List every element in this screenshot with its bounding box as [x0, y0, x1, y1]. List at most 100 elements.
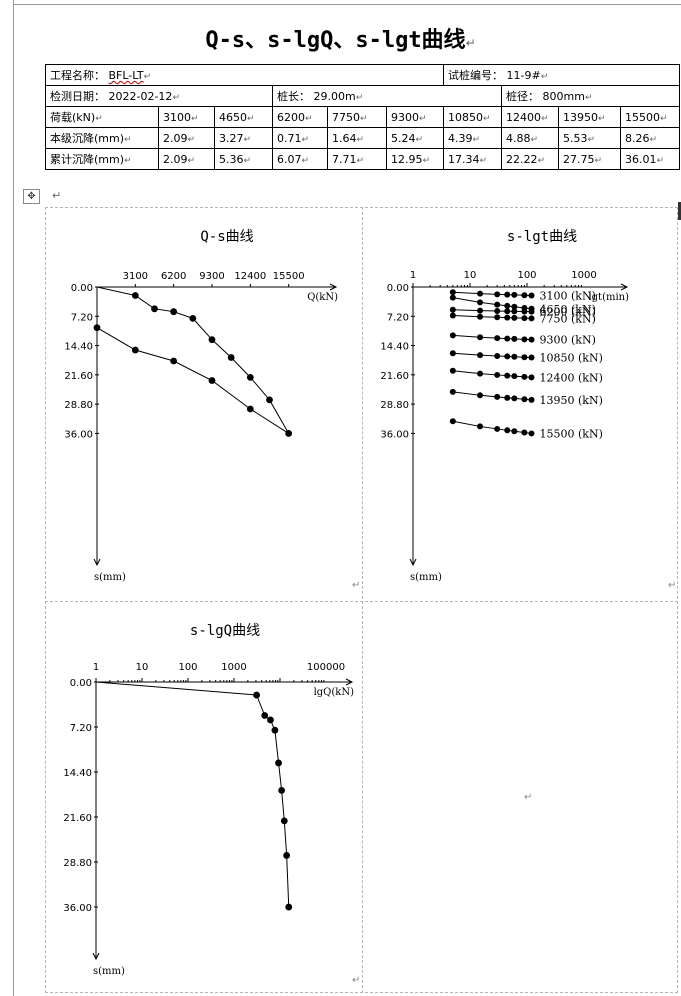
- loading-point: [208, 336, 216, 344]
- settlement-time-point: [521, 354, 528, 361]
- settlement-time-point: [511, 373, 518, 380]
- step-cell: 1.64↵: [327, 127, 387, 149]
- load-cell: 15500↵: [620, 106, 680, 128]
- series-label: 4650 (kN): [540, 303, 596, 316]
- settlement-time-point: [494, 393, 501, 400]
- series-label: 13950 (kN): [540, 394, 603, 407]
- settlement-time-point: [511, 291, 518, 298]
- settlement-time-point: [528, 430, 535, 437]
- s-lgq-point: [253, 691, 261, 699]
- settlement-time-curve: [452, 391, 532, 401]
- x-tick-label: 15500: [273, 271, 305, 282]
- series-label: 7750 (kN): [540, 312, 596, 325]
- x-tick-label: 100: [517, 270, 536, 281]
- x-axis-arrow: [329, 283, 338, 291]
- settlement-time-point: [528, 396, 535, 403]
- settlement-time-point: [511, 303, 518, 310]
- loading-point: [227, 354, 235, 361]
- settlement-time-curve: [452, 291, 532, 296]
- loading-point: [285, 430, 293, 437]
- unloading-point: [246, 405, 254, 413]
- load-cell: 7750↵: [327, 106, 387, 128]
- x-axis-label: lgQ(kN): [314, 687, 355, 698]
- diameter-label: 桩径：: [506, 90, 539, 103]
- pile-no-label: 试桩编号：: [448, 69, 503, 82]
- diameter-cell: 桩径： 800mm↵: [501, 85, 680, 107]
- pile-no-value: 11-9#: [506, 69, 541, 82]
- settlement-time-point: [504, 335, 511, 342]
- y-tick-label: 28.80: [64, 400, 93, 411]
- s-lgq-point: [275, 759, 282, 767]
- settlement-time-point: [504, 353, 511, 360]
- chart-title: s-lgQ曲线: [190, 623, 260, 639]
- series-label: 10850 (kN): [540, 352, 603, 365]
- settlement-time-point: [521, 336, 528, 343]
- load-cell: 3100↵: [158, 106, 215, 128]
- s-lgq-point: [280, 817, 288, 825]
- step-cell: 5.53↵: [558, 127, 621, 149]
- y-tick-label: 0.00: [71, 283, 93, 294]
- series-label: 3100 (kN): [540, 289, 596, 302]
- table-move-handle-icon[interactable]: ✥: [23, 189, 40, 204]
- step-row-label: 本级沉降(mm)↵: [45, 127, 159, 149]
- chart-layout-divider: [45, 601, 678, 602]
- load-row: 荷载(kN)↵ 3100↵ 4650↵ 6200↵ 7750↵ 9300↵ 10…: [45, 106, 680, 128]
- y-tick-label: 7.20: [387, 312, 409, 323]
- load-cell: 12400↵: [501, 106, 559, 128]
- settlement-time-point: [521, 315, 528, 322]
- settlement-time-point: [477, 313, 484, 320]
- step-settlement-row: 本级沉降(mm)↵ 2.09↵ 3.27↵ 0.71↵ 1.64↵ 5.24↵ …: [45, 127, 680, 149]
- y-tick-label: 21.60: [63, 813, 92, 824]
- loading-point: [189, 314, 197, 322]
- cum-settlement-row: 累计沉降(mm)↵ 2.09↵ 5.36↵ 6.07↵ 7.71↵ 12.95↵…: [45, 148, 680, 170]
- date-label: 检测日期：: [50, 90, 105, 103]
- chart-layout-divider: [362, 207, 363, 993]
- step-cell: 3.27↵: [214, 127, 273, 149]
- y-tick-label: 7.20: [70, 723, 92, 734]
- settlement-time-point: [528, 292, 535, 299]
- loading-point: [151, 305, 158, 313]
- unloading-curve: [96, 327, 289, 434]
- y-tick-label: 28.80: [63, 858, 92, 869]
- loading-point: [170, 308, 178, 316]
- y-tick-label: 36.00: [380, 429, 409, 440]
- page-edge-top: [13, 4, 681, 5]
- unloading-point: [208, 377, 216, 384]
- x-tick-label: 100000: [307, 662, 345, 673]
- s-lgq-point: [271, 726, 279, 734]
- settlement-time-point: [504, 314, 511, 321]
- settlement-time-point: [494, 307, 501, 314]
- settlement-time-point: [449, 388, 456, 395]
- x-tick-label: 1000: [221, 662, 246, 673]
- s-lgq-point: [261, 712, 269, 719]
- y-tick-label: 21.60: [380, 371, 409, 382]
- settlement-time-point: [477, 392, 484, 399]
- settlement-time-point: [521, 429, 528, 436]
- settlement-time-point: [504, 372, 511, 379]
- load-cell: 9300↵: [386, 106, 444, 128]
- step-cell: 4.88↵: [501, 127, 559, 149]
- settlement-time-point: [477, 423, 484, 430]
- settlement-time-curve: [452, 352, 532, 359]
- load-cell: 13950↵: [558, 106, 621, 128]
- settlement-time-point: [528, 354, 535, 361]
- y-axis-arrow: [409, 558, 417, 567]
- x-tick-label: 6200: [161, 271, 186, 282]
- project-label: 工程名称：: [50, 69, 105, 82]
- settlement-time-point: [511, 308, 518, 315]
- settlement-time-point: [449, 289, 456, 296]
- settlement-time-point: [504, 394, 511, 401]
- settlement-time-point: [511, 428, 518, 435]
- settlement-time-point: [528, 315, 535, 322]
- unloading-point: [170, 357, 178, 365]
- y-tick-label: 36.00: [63, 903, 92, 914]
- loading-curve: [96, 286, 290, 434]
- chart-layout-table: [45, 207, 678, 993]
- x-tick-label: 100: [178, 662, 197, 673]
- loading-point: [266, 396, 273, 404]
- document-title: Q-s、s-lgQ、s-lgt曲线↵: [205, 28, 476, 53]
- info-row-project: 工程名称： BFL-LT↵ 试桩编号： 11-9#↵: [45, 64, 680, 86]
- settlement-time-point: [449, 418, 456, 425]
- step-cell: 4.39↵: [443, 127, 502, 149]
- cum-cell: 5.36↵: [214, 148, 273, 170]
